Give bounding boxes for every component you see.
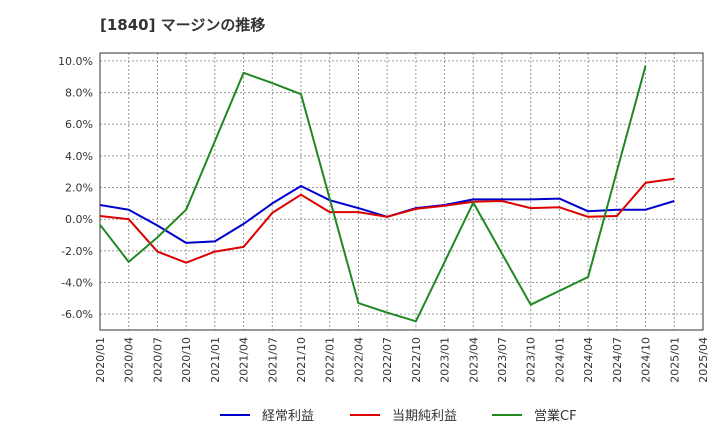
- y-tick-label: -6.0%: [61, 308, 93, 321]
- y-tick-label: -2.0%: [61, 245, 93, 258]
- x-axis-tick-labels: 2020/01 2020/04 2020/07 2020/10 2021/01 2021/…: [94, 337, 710, 383]
- chart-title: [1840] マージンの推移: [100, 16, 266, 34]
- legend-label: 当期純利益: [392, 409, 457, 424]
- x-tick-label: 2021/10: [295, 337, 308, 383]
- x-tick-label: 2023/04: [467, 337, 480, 383]
- x-tick-label: 2025/04: [697, 337, 710, 383]
- y-tick-label: 10.0%: [58, 55, 93, 68]
- y-tick-label: 6.0%: [65, 118, 93, 131]
- x-tick-label: 2021/01: [209, 337, 222, 383]
- x-tick-label: 2025/01: [668, 337, 681, 383]
- legend-label: 経常利益: [262, 409, 314, 424]
- x-tick-label: 2024/04: [582, 337, 595, 383]
- x-tick-label: 2024/07: [611, 337, 624, 383]
- x-tick-label: 2022/10: [410, 337, 423, 383]
- y-tick-label: 8.0%: [65, 87, 93, 100]
- y-tick-label: 2.0%: [65, 182, 93, 195]
- grid-lines: [99, 53, 704, 330]
- plot-area-frame: [99, 52, 704, 331]
- y-tick-label: 4.0%: [65, 150, 93, 163]
- x-tick-label: 2021/04: [238, 337, 251, 383]
- y-axis-tick-labels: 10.0% 8.0% 6.0% 4.0% 2.0% 0.0% -2.0% -4.0% -6.0%: [58, 55, 93, 321]
- x-tick-label: 2023/10: [525, 337, 538, 383]
- x-tick-label: 2022/04: [352, 337, 365, 383]
- legend: 経常利益 当期純利益 営業CF: [220, 408, 577, 424]
- y-tick-label: -4.0%: [61, 277, 93, 290]
- x-tick-label: 2022/01: [324, 337, 337, 383]
- x-tick-label: 2020/01: [94, 337, 107, 383]
- x-tick-label: 2023/07: [496, 337, 509, 383]
- x-tick-label: 2020/04: [123, 337, 136, 383]
- x-tick-label: 2021/07: [266, 337, 279, 383]
- x-tick-label: 2020/07: [151, 337, 164, 383]
- x-tick-label: 2024/10: [640, 337, 653, 383]
- legend-label: 営業CF: [534, 408, 577, 424]
- x-tick-label: 2022/07: [381, 337, 394, 383]
- series-lines: [99, 65, 675, 323]
- x-tick-label: 2024/01: [553, 337, 566, 383]
- y-tick-label: 0.0%: [65, 213, 93, 226]
- series-line: [99, 65, 647, 323]
- x-tick-label: 2020/10: [180, 337, 193, 383]
- x-tick-label: 2023/01: [439, 337, 452, 383]
- series-line: [99, 177, 675, 264]
